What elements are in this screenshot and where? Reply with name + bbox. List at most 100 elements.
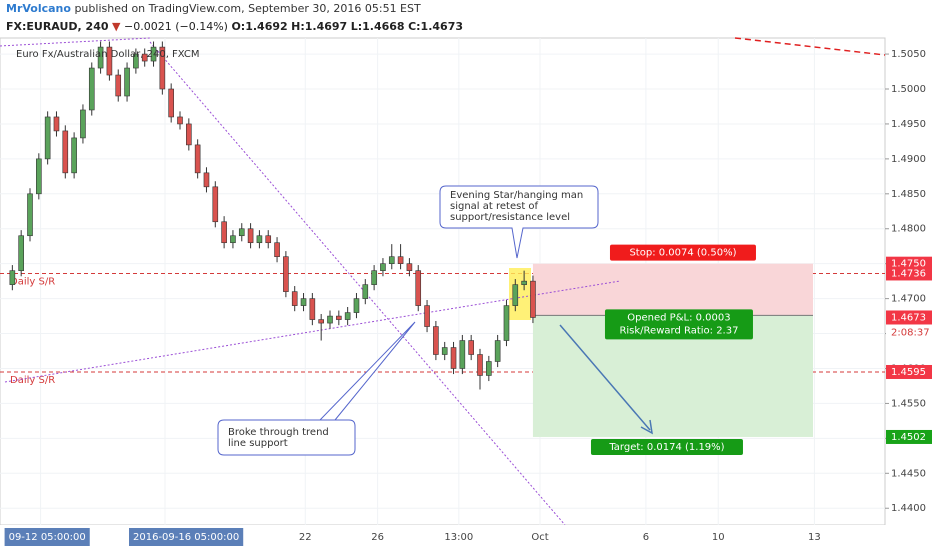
- candle-body: [238, 228, 245, 237]
- candle-body: [353, 298, 360, 313]
- trend-line: [0, 37, 151, 47]
- candle-body: [150, 46, 157, 62]
- header-line: MrVolcano published on TradingView.com, …: [6, 2, 421, 15]
- candle-body: [168, 88, 174, 118]
- annotation: line support: [228, 438, 288, 449]
- candle-body: [212, 186, 219, 223]
- candle-body: [291, 291, 298, 306]
- candle-body: [424, 305, 430, 327]
- candle-body: [53, 116, 60, 132]
- candle-body: [186, 123, 192, 146]
- candle-body: [9, 270, 16, 285]
- x-tick-label: 22: [299, 532, 312, 543]
- annotation: support/resistance level: [450, 212, 570, 223]
- candle-body: [230, 235, 236, 244]
- candle-body: [371, 270, 377, 285]
- author[interactable]: MrVolcano: [6, 2, 71, 15]
- callout: [217, 321, 416, 456]
- candle-body: [477, 354, 483, 376]
- position-badge: [590, 438, 743, 455]
- candle-body: [327, 315, 333, 324]
- price-badge: [886, 429, 932, 444]
- x-tick-label: 09-12 05:00:00: [9, 532, 86, 543]
- price-badge: [886, 310, 932, 325]
- y-tick-label: 1.4800: [891, 224, 926, 235]
- y-tick-label: 1.4400: [891, 503, 926, 514]
- x-tick-highlight: [129, 528, 244, 546]
- position-label: Target: 0.0174 (1.19%): [608, 442, 724, 453]
- change-arrow: ▼: [112, 20, 121, 33]
- candle-body: [265, 235, 272, 244]
- candle-body: [318, 319, 324, 324]
- annotation: Evening Star/hanging man: [450, 190, 583, 201]
- position-badge: [604, 309, 753, 340]
- candle-body: [441, 347, 448, 355]
- level-label: Daily S/R: [10, 276, 55, 287]
- candle-body: [283, 256, 289, 292]
- candles: [9, 41, 536, 390]
- change: −0.0021 (−0.14%): [124, 20, 228, 33]
- price-badge: [886, 266, 932, 281]
- arrow-head: [640, 419, 653, 435]
- candle-body: [274, 242, 280, 257]
- candle-body: [141, 53, 148, 62]
- chart-title: Euro Fx/Australian Dollar, 240, FXCM: [16, 49, 200, 60]
- candle-body: [80, 109, 86, 139]
- candle-body: [309, 298, 316, 320]
- candle-body: [459, 340, 466, 369]
- position-label: Stop: 0.0074 (0.50%): [629, 248, 736, 259]
- y-tick-label: 1.4900: [891, 154, 926, 165]
- y-tick-label: 1.4700: [891, 294, 926, 305]
- annotation: Broke through trend: [228, 427, 329, 438]
- y-tick-label: 1.5000: [891, 84, 926, 95]
- price-label: 1.4502: [891, 432, 926, 443]
- candle-body: [503, 305, 510, 341]
- candle-body: [433, 326, 439, 355]
- x-tick-label: 13: [808, 532, 821, 543]
- countdown: 2:08:37: [891, 327, 930, 338]
- candle-body: [415, 270, 422, 306]
- candle-body: [27, 193, 33, 237]
- candle-body: [177, 116, 183, 125]
- candle-body: [300, 298, 307, 306]
- level-label: Daily S/R: [10, 375, 55, 386]
- candle-body: [362, 284, 369, 299]
- axes: 1.5050 1.5000 1.4950 1.4900 1.4850 1.4800 1.47…: [0, 49, 932, 550]
- y-tick-label: 1.4850: [891, 189, 926, 200]
- x-tick-label: 10: [712, 532, 725, 543]
- countdown-bg: [886, 325, 932, 339]
- ohlc: L:1.4668: [351, 20, 405, 33]
- y-tick-label: 1.4950: [891, 119, 926, 130]
- x-tick-label: 26: [371, 532, 384, 543]
- symbol: FX:EURAUD, 240: [6, 20, 109, 33]
- candle-body: [486, 361, 492, 376]
- candle-body: [194, 144, 201, 174]
- candle-body: [521, 280, 527, 285]
- price-label: 1.4673: [891, 312, 926, 323]
- candle-body: [71, 137, 77, 174]
- ohlc: C:1.4673: [408, 20, 463, 33]
- candle-body: [44, 116, 51, 160]
- x-tick-label: 13:00: [444, 532, 473, 543]
- position-label: Risk/Reward Ratio: 2.37: [619, 325, 738, 336]
- symbol-line: FX:EURAUD, 240 ▼ −0.0021 (−0.14%) O:1.46…: [6, 20, 463, 33]
- x-tick-label: 6: [643, 532, 649, 543]
- highlight: [509, 268, 531, 320]
- candle-body: [388, 256, 395, 264]
- candle-body: [494, 340, 501, 362]
- candle-body: [221, 221, 227, 244]
- stop-zone: [532, 263, 813, 316]
- candle-body: [450, 347, 457, 369]
- published: published on TradingView.com, September …: [74, 2, 421, 15]
- price-label: 1.4595: [891, 367, 926, 378]
- position: [532, 263, 813, 437]
- trend-line: [734, 37, 886, 56]
- ohlc: H:1.4697: [291, 20, 347, 33]
- price-label: 1.4736: [891, 268, 926, 279]
- x-tick-label: 2016-09-16 05:00:00: [133, 532, 239, 543]
- candle-body: [18, 235, 24, 271]
- candle-body: [512, 284, 519, 306]
- position-label: Opened P&L: 0.0003: [627, 312, 730, 323]
- candle-body: [247, 228, 254, 244]
